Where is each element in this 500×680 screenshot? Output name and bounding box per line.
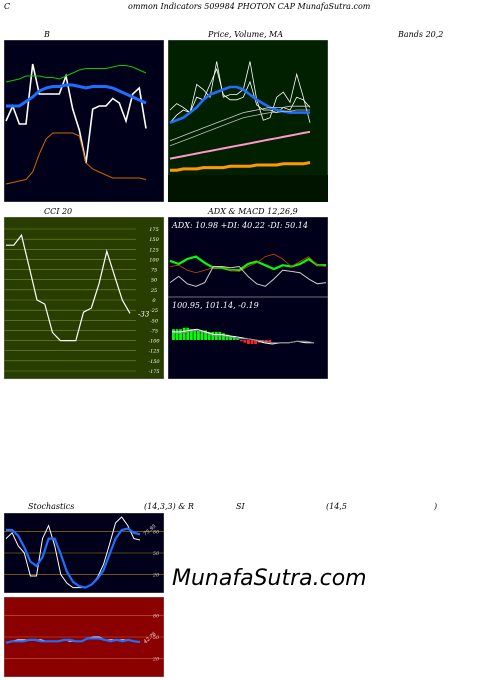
macd-histogram-bar [182, 327, 186, 340]
macd-histogram-bar [229, 336, 232, 340]
macd-histogram-bar [186, 327, 190, 340]
bbands-left-title: B [44, 30, 50, 39]
page-title: ommon Indicators 509984 PHOTON CAP Munaf… [128, 2, 371, 11]
price-ma_slow-line [169, 109, 310, 147]
bollinger-price-line [5, 63, 147, 164]
adx-values-label: ADX: 10.98 +DI: 40.22 -DI: 50.14 [171, 221, 308, 230]
rsi-rsi_smooth-line [5, 637, 141, 644]
adx-macd-panel: ADX: 10.98 +DI: 40.22 -DI: 50.14 100.95,… [168, 217, 328, 379]
cci-tick-label: -150 [148, 359, 160, 365]
rsi-params: (14,5 [326, 502, 347, 511]
cci-line [6, 233, 131, 342]
adx-minus_di-line [169, 265, 327, 287]
cci-background [4, 217, 164, 379]
cci-panel: 175 150 125 100 75 50 25 0 -25 -50 -75 -100 -125 -150… [4, 217, 164, 379]
rsi-tick-label: 50 [153, 635, 160, 641]
cci-tick-label: -50 [150, 318, 159, 324]
cci-tick-label: -125 [148, 349, 159, 355]
header-prefix: C [4, 2, 11, 11]
cci-title: CCI 20 [44, 207, 73, 216]
macd-histogram-bar [236, 338, 240, 340]
macd-histogram-bar [243, 340, 247, 343]
stochastics-d-line [6, 527, 141, 589]
stochastics-tick-label: 20 [152, 573, 160, 579]
cci-tick-label: 75 [151, 268, 157, 274]
bollinger-lower-line [5, 132, 147, 185]
cci-tick-label: 50 [151, 278, 158, 284]
macd-histogram-bar [193, 329, 197, 340]
stochastics-tick-label: 50 [153, 551, 160, 557]
macd-histogram-bar [225, 334, 229, 340]
macd-histogram-bar [179, 329, 182, 340]
macd-histogram-bar [239, 340, 243, 342]
macd-histogram-bar [207, 331, 211, 340]
bollinger-panel [4, 40, 164, 202]
cci-tick-label: -175 [148, 369, 159, 375]
stochastics-k-line [5, 516, 141, 589]
price-volume-panel [168, 40, 328, 202]
cci-tick-label: 0 [152, 298, 156, 304]
macd-histogram-bar [250, 340, 254, 344]
adx-adx-line [169, 255, 326, 272]
price-panel-title: Price, Volume, MA [208, 30, 284, 39]
macd-histogram-bar [204, 330, 207, 340]
watermark: MunafaSutra.com [172, 566, 367, 591]
price-ma_fast-line [169, 61, 311, 124]
cci-last-label: -33 [138, 310, 150, 318]
price-ma_pink-line [169, 130, 311, 160]
price-ma_blue-line [169, 85, 310, 125]
cci-tick-label: 100 [149, 257, 159, 263]
cci-tick-label: -75 [150, 328, 158, 334]
rsi-tick-label: 20 [152, 657, 160, 663]
rsi-tick-label: 80 [153, 613, 160, 619]
macd-values-label: 100.95, 101.14, -0.19 [172, 301, 259, 310]
macd-histogram-bar [268, 340, 272, 343]
adx-macd-background [168, 217, 328, 379]
price-ma_mid-line [169, 105, 310, 142]
rsi-params-close: ) [434, 502, 438, 511]
volume-band [168, 175, 328, 202]
macd-histogram-bar [247, 340, 250, 344]
bollinger-upper-line [5, 65, 147, 83]
adx-macd-title: ADX & MACD 12,26,9 [208, 207, 298, 216]
cci-tick-label: 25 [150, 288, 157, 294]
macd-histogram-bar [175, 329, 179, 340]
macd-histogram-bar [254, 340, 257, 344]
stochastics-title: Stochastics [28, 502, 75, 511]
adx-plus_di-line [169, 253, 327, 274]
macd-histogram-bar [200, 330, 204, 340]
macd-histogram-bar [172, 329, 175, 340]
cci-tick-label: 175 [149, 227, 159, 233]
price-price-line [169, 67, 311, 114]
macd-histogram-bar [189, 329, 193, 340]
stochastics-tick-label: 80 [153, 529, 160, 535]
macd-signal-line [172, 329, 315, 344]
macd-histogram-bar [197, 330, 200, 340]
cci-tick-label: -100 [148, 339, 160, 345]
bollinger-middle-line [6, 83, 147, 108]
cci-tick-label: 125 [149, 247, 159, 253]
cci-tick-label: 150 [149, 237, 159, 243]
price-ma_orange-line [170, 161, 311, 172]
cci-tick-label: -25 [150, 308, 158, 314]
rsi-title: SI [236, 502, 245, 511]
bbands-right-title: Bands 20,2 [398, 30, 444, 39]
stochastics-params: (14,3,3) & R [144, 502, 194, 511]
